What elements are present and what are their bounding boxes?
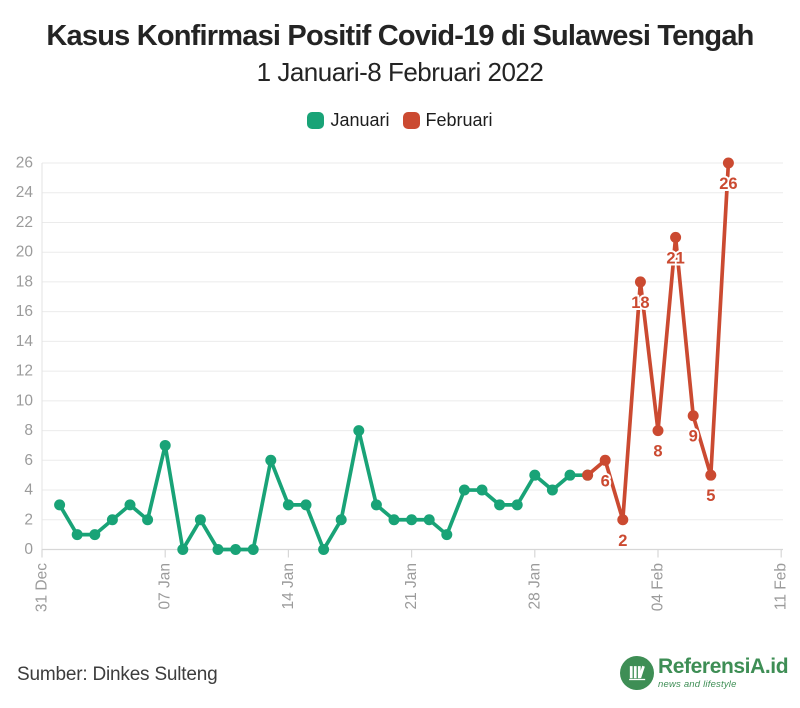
- svg-text:14: 14: [16, 333, 34, 350]
- svg-text:6: 6: [601, 472, 610, 490]
- svg-text:6: 6: [24, 452, 33, 469]
- svg-text:18: 18: [631, 294, 649, 312]
- page-subtitle: 1 Januari-8 Februari 2022: [256, 57, 544, 87]
- svg-text:5: 5: [706, 487, 715, 505]
- svg-text:28 Jan: 28 Jan: [526, 563, 543, 610]
- page-title: Kasus Konfirmasi Positif Covid-19 di Sul…: [46, 20, 754, 52]
- svg-text:18: 18: [16, 273, 33, 290]
- legend-item-januari: Januari: [307, 110, 390, 131]
- svg-text:26: 26: [16, 155, 33, 172]
- svg-text:16: 16: [16, 303, 33, 320]
- svg-text:14 Jan: 14 Jan: [280, 563, 297, 610]
- books-icon: [629, 665, 646, 681]
- svg-text:2: 2: [24, 511, 33, 528]
- svg-text:04 Feb: 04 Feb: [650, 563, 667, 611]
- svg-text:22: 22: [16, 214, 33, 231]
- svg-text:31 Dec: 31 Dec: [34, 563, 51, 612]
- legend-swatch-januari: [307, 112, 325, 129]
- logo-books-icon: [620, 656, 654, 690]
- svg-text:21: 21: [666, 249, 684, 267]
- logo-text: ReferensiA.id news and lifestyle: [658, 655, 789, 691]
- svg-text:4: 4: [24, 482, 33, 499]
- source-credit: Sumber: Dinkes Sulteng: [17, 664, 218, 685]
- legend-item-februari: Februari: [402, 110, 493, 131]
- svg-text:2: 2: [618, 532, 627, 550]
- legend-label-februari: Februari: [425, 110, 493, 130]
- referensia-logo: ReferensiA.id news and lifestyle: [620, 655, 789, 691]
- svg-text:24: 24: [16, 184, 34, 201]
- svg-text:10: 10: [16, 392, 34, 409]
- svg-text:21 Jan: 21 Jan: [403, 563, 420, 610]
- legend-swatch-februari: [402, 112, 420, 129]
- svg-text:9: 9: [689, 428, 698, 446]
- svg-text:20: 20: [16, 244, 34, 261]
- logo-tagline: news and lifestyle: [658, 679, 737, 691]
- svg-text:11 Feb: 11 Feb: [773, 563, 790, 610]
- logo-brand: ReferensiA.id: [658, 655, 789, 679]
- svg-text:8: 8: [653, 443, 662, 461]
- chart-legend: Januari Februari: [0, 110, 800, 131]
- svg-text:0: 0: [24, 541, 33, 558]
- svg-text:12: 12: [16, 363, 33, 380]
- svg-text:8: 8: [24, 422, 33, 439]
- svg-text:07 Jan: 07 Jan: [157, 563, 174, 610]
- legend-label-januari: Januari: [330, 110, 390, 130]
- svg-text:26: 26: [719, 175, 737, 193]
